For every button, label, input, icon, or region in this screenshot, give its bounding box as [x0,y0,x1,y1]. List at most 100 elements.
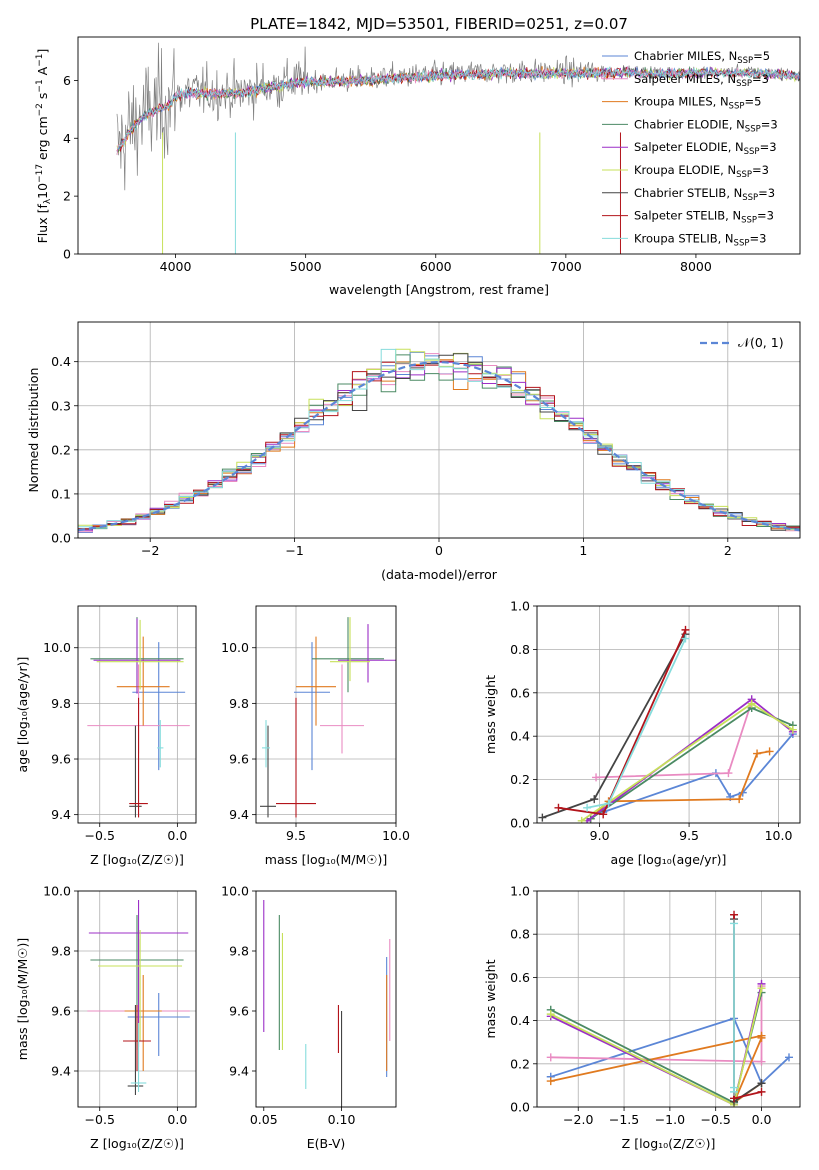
y-tick-label: 9.6 [51,1004,71,1019]
plot-area [87,900,190,1095]
series-marker [546,1010,555,1019]
legend-entry: 𝒩(0, 1) [738,335,784,350]
x-tick-label: −0.5 [85,828,115,843]
x-axis-label: wavelength [Angstrom, rest frame] [329,282,549,297]
y-tick-label: 9.8 [229,696,249,711]
series-line [558,629,687,816]
x-tick-label: −1 [285,543,303,558]
series-marker [788,725,797,734]
y-tick-label: 0.1 [51,486,71,501]
x-tick-label: 0 [435,543,443,558]
legend: Chabrier MILES, NSSP=5 Salpeter MILES, NS… [602,49,778,248]
y-tick-label: 1.0 [510,884,530,899]
series-line [550,992,763,1105]
x-tick-label: 0.0 [167,1112,187,1127]
y-tick-label: 0.0 [51,531,71,546]
y-tick-label: 9.4 [51,807,71,822]
x-tick-label: −0.5 [85,1112,115,1127]
axes-frame [77,605,197,824]
series-marker [546,1077,555,1086]
y-tick-label: 0.8 [510,927,530,942]
series-marker [747,699,756,708]
y-tick-label: 0.2 [51,442,71,457]
x-axis-label: Z [log₁₀(Z/Z☉)] [90,1136,184,1151]
y-tick-label: 0.4 [51,354,71,369]
series-marker [583,803,592,812]
series-marker [554,803,563,812]
axes-frame [77,321,801,539]
legend-entry: Chabrier ELODIE, NSSP=3 [634,117,778,134]
x-axis-label: (data-model)/error [381,567,498,582]
plot-area [87,617,190,818]
x-tick-label: 0.0 [167,828,187,843]
y-tick-label: 0.0 [510,1100,530,1115]
x-tick-label: 6000 [420,259,452,274]
x-tick-label: −2.0 [563,1112,593,1127]
series-marker [577,816,586,823]
y-tick-label: 9.8 [51,944,71,959]
x-tick-label: 10.0 [765,828,793,843]
x-tick-label: −0.5 [701,1112,731,1127]
x-axis-label: age [log₁₀(age/yr)] [611,852,727,867]
x-tick-label: 1 [579,543,587,558]
normal-curve [78,360,800,532]
y-tick-label: 0.6 [510,685,530,700]
series-marker [757,984,766,993]
panel-ebv-mass: 0.05 0.10 9.4 9.6 9.8 10.0 [221,884,397,1127]
y-tick-label: 9.4 [229,807,249,822]
axes-frame [536,890,801,1108]
x-tick-label: 9.5 [286,828,306,843]
y-tick-label: 2 [63,189,71,204]
series-line [550,1034,763,1106]
x-tick-label: 9.5 [679,828,699,843]
panel-spectrum: 4000 5000 6000 7000 8000 0 2 4 6 Chabrier MILES, … [63,36,801,274]
y-tick-label: 9.8 [229,944,249,959]
y-axis-label: mass weight [483,675,498,754]
plot-area [260,617,396,818]
series-marker [546,1053,555,1062]
series-marker [757,1079,766,1088]
y-axis-label: Normed distribution [26,368,41,493]
x-axis-label: E(B-V) [307,1136,346,1151]
x-tick-label: 9.0 [590,828,610,843]
panel-z-weight: −2.0 −1.5 −1.0 −0.5 0.0 0.0 0.2 0.4 0.6 0.8 1.0 [510,884,801,1127]
series-marker [735,795,744,804]
y-tick-label: 0.8 [510,642,530,657]
series-marker [757,1033,766,1042]
panel-mass-age: 9.5 10.0 9.4 9.6 9.8 10.0 [221,605,410,843]
y-tick-label: 9.4 [51,1064,71,1079]
series-marker [730,919,739,928]
series-marker [753,749,762,758]
axes-frame [255,605,397,824]
x-tick-label: 2 [724,543,732,558]
panel-age-weight: 9.0 9.5 10.0 0.0 0.2 0.4 0.6 0.8 1.0 [510,599,801,843]
y-tick-label: 10.0 [43,640,71,655]
y-tick-label: 10.0 [221,640,249,655]
y-tick-label: 9.6 [51,752,71,767]
series-line [550,983,763,1107]
x-tick-label: 0.05 [250,1112,278,1127]
legend-entry: Chabrier STELIB, NSSP=3 [634,186,775,203]
series-marker [590,795,599,804]
series-line [550,987,763,1107]
y-axis-label: mass weight [483,959,498,1038]
y-tick-label: 0.2 [510,1056,530,1071]
y-tick-label: 6 [63,73,71,88]
chart-title: PLATE=1842, MJD=53501, FIBERID=0251, z=0… [250,15,628,33]
x-axis-label: Z [log₁₀(Z/Z☉)] [622,1136,716,1151]
series-line [595,701,753,779]
x-tick-label: 4000 [160,259,192,274]
x-tick-label: −1.5 [609,1112,639,1127]
x-axis-label: Z [log₁₀(Z/Z☉)] [90,852,184,867]
y-tick-label: 9.4 [229,1064,249,1079]
x-tick-label: 0.10 [328,1112,356,1127]
plot-area [546,910,794,1107]
y-tick-label: 0.6 [510,970,530,985]
axes-frame [536,605,801,824]
plot-area [538,625,797,823]
y-axis-label: age [log₁₀(age/yr)] [15,657,30,773]
y-tick-label: 4 [63,131,71,146]
series-marker [757,1087,766,1096]
series-marker [757,1057,766,1066]
